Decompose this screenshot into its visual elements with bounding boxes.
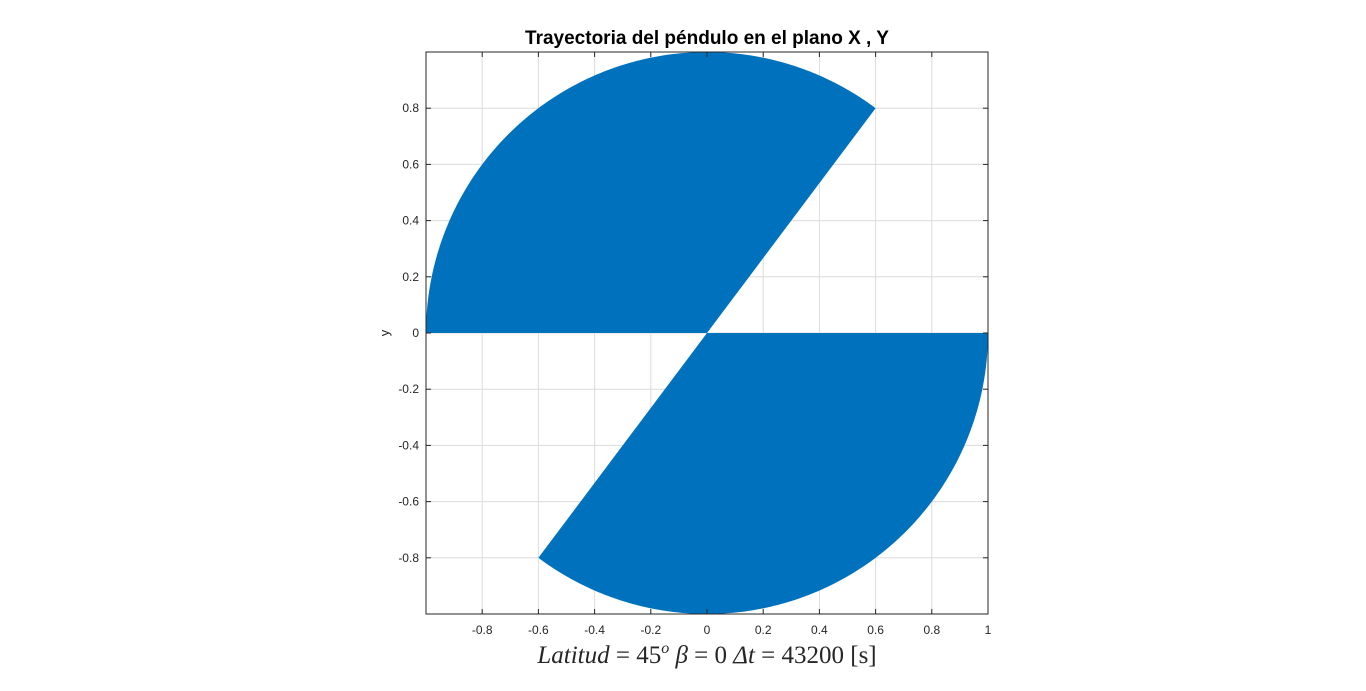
y-tick-labels: 0.8 0.6 0.4 0.2 0 -0.2 -0.4 -0.6 -0.8 [398,101,419,565]
x-label-eq2: = 0 [688,642,733,669]
y-tick-label: -0.4 [398,438,419,452]
x-label-eq3: = 43200 [s] [755,642,877,669]
x-label-delta-t: Δt [732,642,756,669]
y-tick-label: 0.4 [402,214,419,228]
x-tick-label: -0.2 [640,623,661,637]
x-tick-label: 0.2 [755,623,772,637]
y-tick-label: 0 [412,326,419,340]
x-label-latitud: Latitud [536,642,610,669]
x-tick-label: 0.4 [811,623,828,637]
x-label-degree: o [661,640,669,657]
plot-area [425,51,989,615]
x-tick-label: 0.8 [923,623,940,637]
series-layer [426,52,988,614]
trajectory-sector-1 [426,52,876,333]
x-axis-label: Latitud = 45o β = 0 Δt = 43200 [s] [536,640,876,669]
x-tick-label: 0.6 [867,623,884,637]
y-axis-label: y [377,329,392,336]
trajectory-sector-2 [538,333,988,614]
x-tick-labels: -0.8 -0.6 -0.4 -0.2 0 0.2 0.4 0.6 0.8 1 [472,623,992,637]
x-label-eq1: = 45 [610,642,662,669]
x-tick-label: -0.4 [584,623,605,637]
x-tick-label: 1 [985,623,992,637]
chart-title: Trayectoria del péndulo en el plano X , … [525,28,889,49]
y-tick-label: -0.2 [398,382,419,396]
x-tick-label: -0.6 [528,623,549,637]
y-tick-label: -0.6 [398,495,419,509]
y-tick-label: 0.6 [402,157,419,171]
x-tick-label: 0 [704,623,711,637]
tick-marks [426,52,989,614]
x-label-beta: β [669,642,688,669]
y-tick-label: -0.8 [398,551,419,565]
y-tick-label: 0.2 [402,270,419,284]
y-tick-label: 0.8 [402,101,419,115]
x-tick-label: -0.8 [472,623,493,637]
